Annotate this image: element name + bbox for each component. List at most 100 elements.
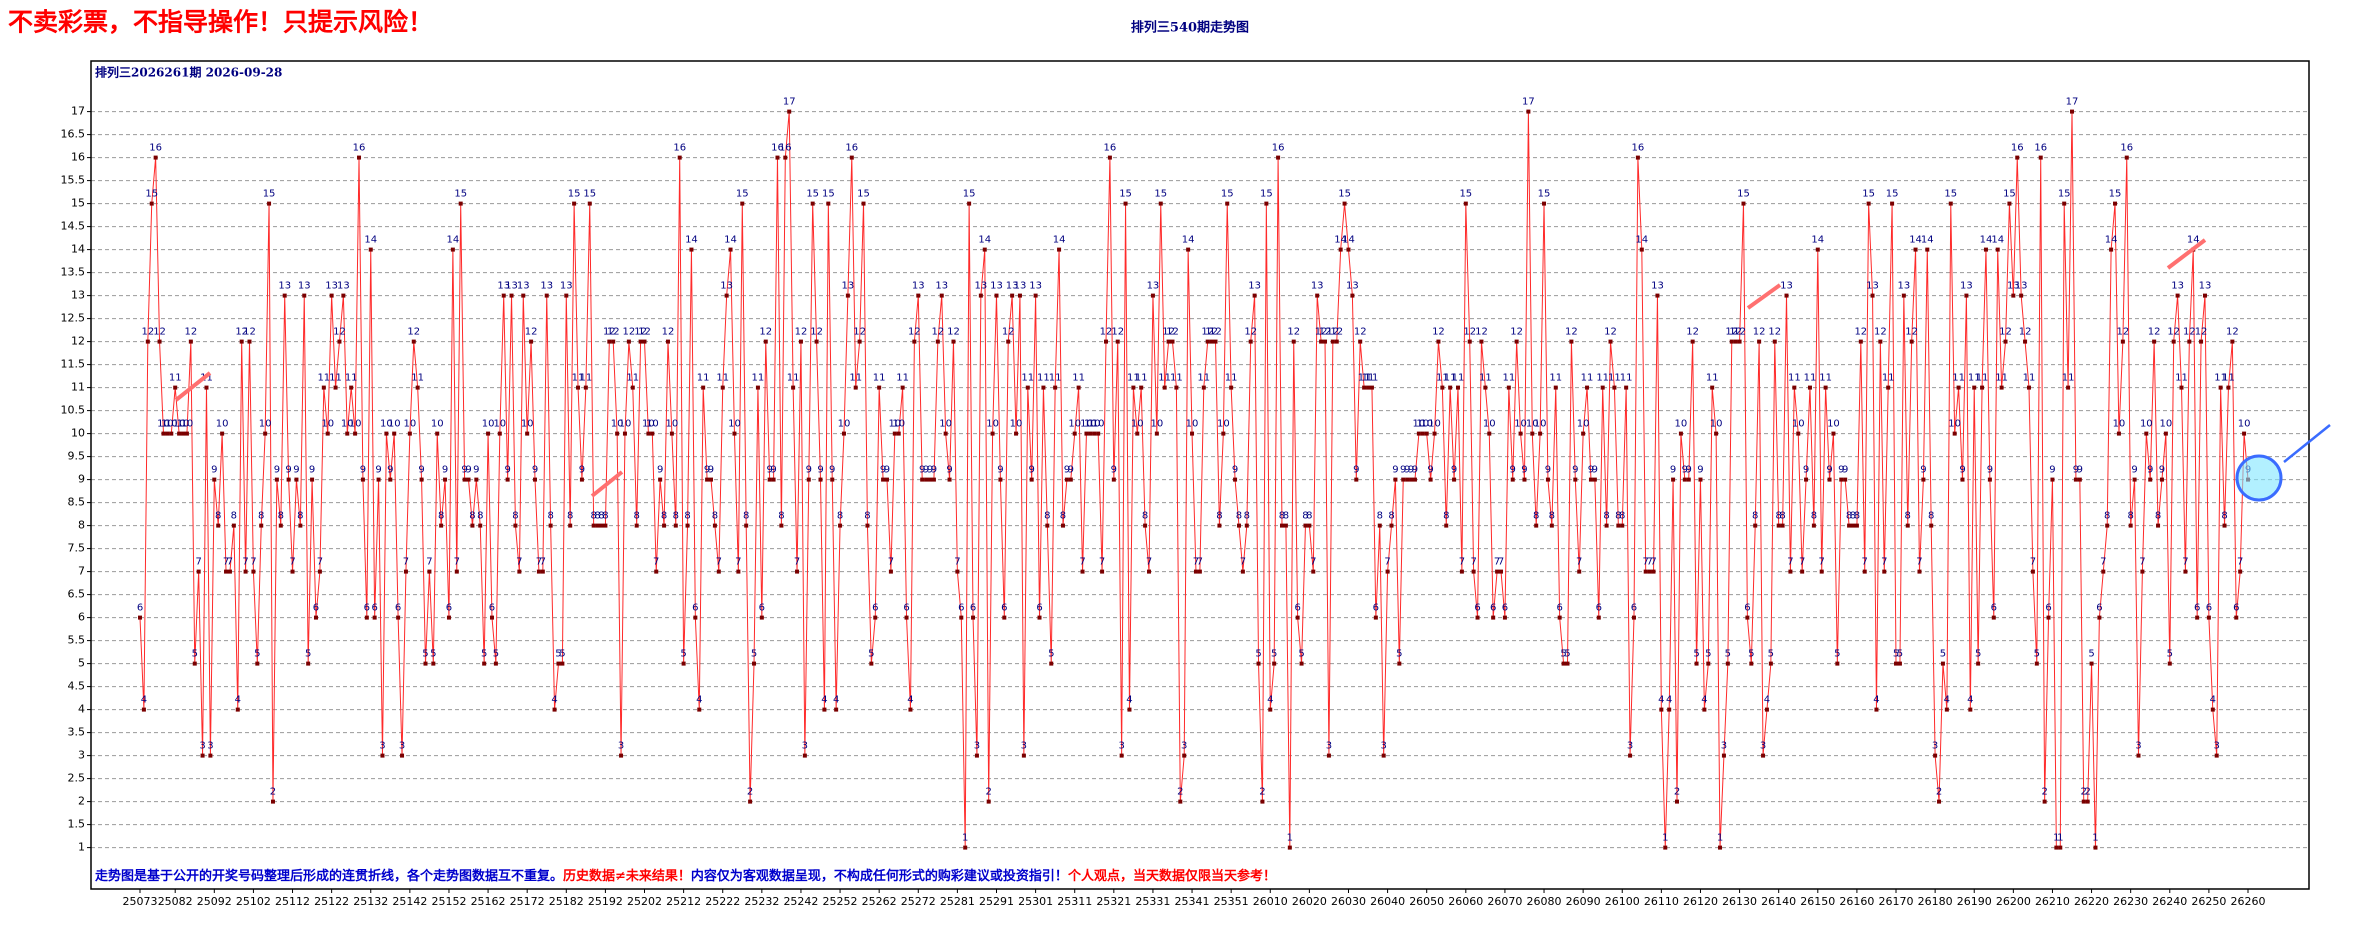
point [1604,523,1609,528]
data-label: 10 [728,419,741,430]
point [267,201,272,206]
x-tick-label: 25331 [1135,895,1170,908]
point [1436,339,1441,344]
point [548,523,553,528]
y-tick-label: 6.5 [68,588,86,601]
data-label: 9 [946,465,952,476]
point [1354,477,1359,482]
point [1369,385,1374,390]
data-label: 12 [235,327,248,338]
data-label: 11 [2062,373,2075,384]
data-label: 5 [2167,649,2173,660]
point [2030,569,2035,574]
data-label: 12 [603,327,616,338]
data-label: 6 [2206,603,2212,614]
data-label: 9 [1842,465,1848,476]
y-tick-label: 15.5 [61,174,86,187]
point [806,477,811,482]
data-label: 3 [1627,741,1633,752]
point [2085,799,2090,804]
point [1686,477,1691,482]
data-label: 2 [2041,787,2047,798]
data-label: 5 [1834,649,1840,660]
x-tick-label: 26100 [1605,895,1640,908]
data-label: 11 [1127,373,1140,384]
data-label: 12 [931,327,944,338]
point [881,477,886,482]
data-label: 16 [2011,143,2024,154]
data-label: 11 [1072,373,1085,384]
point [1147,569,1152,574]
point [2179,385,2184,390]
x-tick-label: 25082 [158,895,193,908]
data-label: 12 [623,327,636,338]
notice: 不卖彩票，不指导操作！只提示风险！ [8,8,433,37]
point [1502,615,1507,620]
x-tick-label: 25291 [979,895,1014,908]
point [1201,385,1206,390]
data-label: 5 [254,649,260,660]
data-label: 10 [619,419,632,430]
point [583,385,588,390]
x-tick-label: 26070 [1487,895,1522,908]
point [458,201,463,206]
data-label: 8 [1779,511,1785,522]
point [1260,799,1265,804]
data-label: 11 [1804,373,1817,384]
data-label: 9 [1029,465,1035,476]
data-label: 9 [309,465,315,476]
data-label: 12 [1201,327,1214,338]
y-tick-label: 17 [71,105,85,118]
point [646,431,651,436]
data-label: 10 [939,419,952,430]
x-tick-label: 26230 [2113,895,2148,908]
data-label: 8 [297,511,303,522]
data-label: 8 [215,511,221,522]
data-label: 10 [1416,419,1429,430]
point [599,523,604,528]
y-tick-label: 4 [78,703,85,716]
point [681,661,686,666]
point [615,431,620,436]
data-label: 12 [153,327,166,338]
data-label: 11 [2175,373,2188,384]
data-label: 12 [1905,327,1918,338]
data-label: 9 [2049,465,2055,476]
x-tick-label: 25351 [1214,895,1249,908]
data-label: 10 [1710,419,1723,430]
point [2136,753,2141,758]
point [1952,431,1957,436]
data-label: 2 [985,787,991,798]
point [576,385,581,390]
point [231,523,236,528]
point [509,293,514,298]
data-label: 14 [1980,235,1993,246]
point [1021,753,1026,758]
data-label: 14 [447,235,460,246]
data-label: 13 [935,281,948,292]
point [1866,201,1871,206]
data-label: 12 [2167,327,2180,338]
point [177,431,182,436]
data-label: 10 [173,419,186,430]
plot-frame [90,60,2310,890]
data-label: 12 [1432,327,1445,338]
point [1819,569,1824,574]
point [2089,661,2094,666]
data-label: 7 [250,557,256,568]
data-label: 8 [778,511,784,522]
data-label: 9 [1232,465,1238,476]
data-label: 5 [422,649,428,660]
data-label: 7 [1650,557,1656,568]
point [607,339,612,344]
data-label: 9 [1826,465,1832,476]
data-label: 11 [1882,373,1895,384]
point [755,385,760,390]
data-label: 11 [1452,373,1465,384]
data-label: 12 [1330,327,1343,338]
data-label: 14 [1053,235,1066,246]
data-label: 8 [231,511,237,522]
data-label: 6 [137,603,143,614]
point [493,661,498,666]
data-label: 12 [1287,327,1300,338]
